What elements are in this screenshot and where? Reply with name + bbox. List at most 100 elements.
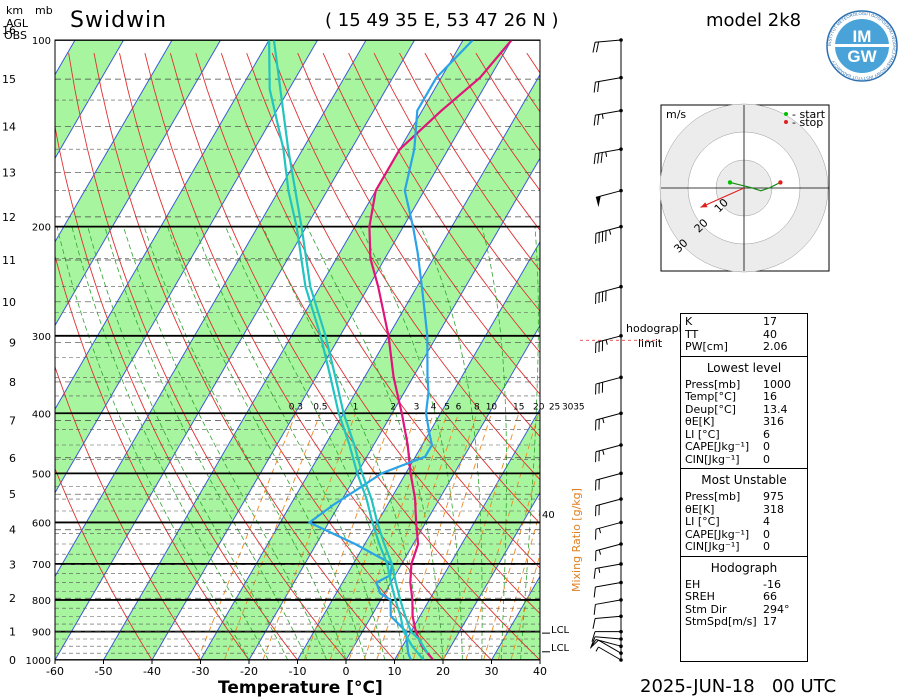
- height-tick-label: 1: [9, 625, 16, 638]
- mixing-ratio-line: [497, 510, 540, 660]
- height-tick-label: 12: [2, 211, 16, 224]
- wind-barb: [595, 334, 623, 353]
- height-tick-label: 8: [9, 376, 16, 389]
- moist-adiabat: [481, 226, 508, 660]
- most-unstable-value: 4: [763, 515, 770, 528]
- height-tick-label: 15: [2, 73, 16, 86]
- isotherm-line: [297, 240, 540, 660]
- pressure-tick-label: 300: [32, 332, 51, 343]
- obs-label: OBS: [4, 29, 27, 42]
- moist-adiabat: [539, 655, 540, 660]
- agl-label: AGL: [6, 17, 28, 30]
- mixing-ratio-tick-label: 5: [444, 402, 450, 412]
- wind-barb: [595, 471, 623, 491]
- mixing-ratio-line: [443, 413, 520, 660]
- mixing-ratio-line: [465, 413, 540, 660]
- lowest-level-title: Lowest level: [706, 360, 782, 375]
- x-tick-label: 0: [343, 665, 350, 678]
- pressure-tick-label: 800: [32, 596, 51, 607]
- isotherm-line: [55, 40, 319, 494]
- dry-adiabat: [271, 52, 540, 481]
- index-key: K: [685, 315, 693, 328]
- index-row: TT 40: [685, 328, 803, 342]
- imgw-logo: IM GW INSTYTUT METEOROLOGII I GOSPODARKI…: [826, 10, 898, 82]
- wind-barb: [595, 443, 623, 463]
- most-unstable-title: Most Unstable: [701, 473, 787, 487]
- index-value: 17: [763, 315, 777, 328]
- wind-barb: [593, 147, 623, 165]
- wind-barb: [592, 614, 623, 629]
- lcl-label-mu: LCL: [551, 625, 570, 636]
- mixing-ratio-line: [363, 413, 448, 660]
- index-value: 2.06: [763, 340, 788, 353]
- isotherm-line: [394, 408, 540, 660]
- station-coordinates: ( 15 49 35 E, 53 47 26 N ): [325, 10, 559, 31]
- mixing-ratio-line: [510, 552, 540, 660]
- height-tick-label: 3: [9, 558, 16, 571]
- lowest-level-key: θE[K]: [685, 415, 715, 428]
- hodograph-index-value: 294°: [763, 602, 790, 616]
- mixing-ratio-tick-label: 3: [414, 402, 420, 412]
- index-key: PW[cm]: [685, 340, 728, 353]
- hodograph-trace: [729, 181, 781, 192]
- wind-barb: [593, 75, 623, 93]
- hodograph-unit: m/s: [666, 108, 687, 121]
- height-tick-label: 10: [2, 296, 16, 309]
- wind-barb: [595, 542, 623, 562]
- mixing-ratio-line: [303, 413, 394, 660]
- dry-adiabat: [373, 52, 540, 312]
- lowest-level-row: Press[mb] 1000: [685, 377, 803, 392]
- x-tick-label: 10: [388, 665, 402, 678]
- hodograph-indices-title: Hodograph: [710, 560, 778, 575]
- hodograph-limit-label: hodograph: [626, 322, 686, 335]
- x-tick-label: 30: [485, 665, 499, 678]
- height-tick-label: 2: [9, 592, 16, 605]
- pressure-tick-label: 100: [32, 36, 51, 47]
- wind-barb: [591, 629, 623, 642]
- x-tick-label: 20: [436, 665, 450, 678]
- valid-hour: 00 UTC: [771, 676, 837, 697]
- pressure-tick-label: 600: [32, 518, 51, 529]
- pressure-tick-label: 1000: [26, 656, 51, 667]
- wind-barb: [593, 598, 623, 615]
- most-unstable-row: CAPE[Jkg⁻¹] 0: [685, 528, 803, 542]
- pressure-tick-label: 400: [32, 409, 51, 420]
- x-axis-title: Temperature [°C]: [218, 678, 383, 698]
- dry-adiabat: [55, 365, 202, 660]
- wind-barb: [595, 284, 623, 304]
- hodograph-index-value: 17: [763, 615, 777, 628]
- pressure-tick-label: 500: [32, 469, 51, 480]
- series-line-parcel-surface: [268, 40, 425, 660]
- lowest-level-value: 1000: [763, 377, 791, 391]
- series-line-temperature: [368, 40, 513, 660]
- height-tick-label: 13: [2, 166, 16, 179]
- lowest-level-key: Temp[°C]: [685, 390, 737, 403]
- hodograph-legend-stop: - stop: [792, 116, 824, 129]
- isotherm-line: [55, 40, 125, 160]
- hodograph-index-row: EH -16: [685, 578, 803, 592]
- lowest-level-row: θE[K] 316: [685, 415, 803, 429]
- wind-barb: [590, 636, 623, 647]
- dry-adiabat: [322, 52, 540, 395]
- height-tick-label: 14: [2, 121, 16, 134]
- most-unstable-value: 318: [763, 502, 784, 516]
- mixing-ratio-line: [223, 413, 321, 660]
- wind-barb: [593, 108, 623, 126]
- lowest-level-value: 0: [763, 440, 770, 453]
- moist-adiabat: [143, 226, 347, 660]
- isotherm-line: [55, 40, 173, 243]
- dry-adiabat: [246, 52, 540, 525]
- isotherm-line: [442, 491, 540, 660]
- lowest-level-row: Deup[°C] 13.4: [685, 402, 803, 417]
- lowest-level-key: Deup[°C]: [685, 402, 736, 416]
- index-row: K 17: [685, 315, 803, 329]
- axis-ticks: 0.3 0.5 1 2 3 4 5 6 8 10 15 20 25 30 35161514131211109…: [2, 24, 585, 678]
- mixing-ratio-line: [348, 413, 434, 660]
- isotherm-line: [151, 40, 513, 660]
- most-unstable-key: Press[mb]: [685, 490, 741, 503]
- isotherm-line: [248, 157, 540, 660]
- height-tick-label: 9: [9, 336, 16, 349]
- annotation-40: 40: [542, 510, 555, 521]
- mixing-ratio-tick-label: 2: [390, 402, 396, 412]
